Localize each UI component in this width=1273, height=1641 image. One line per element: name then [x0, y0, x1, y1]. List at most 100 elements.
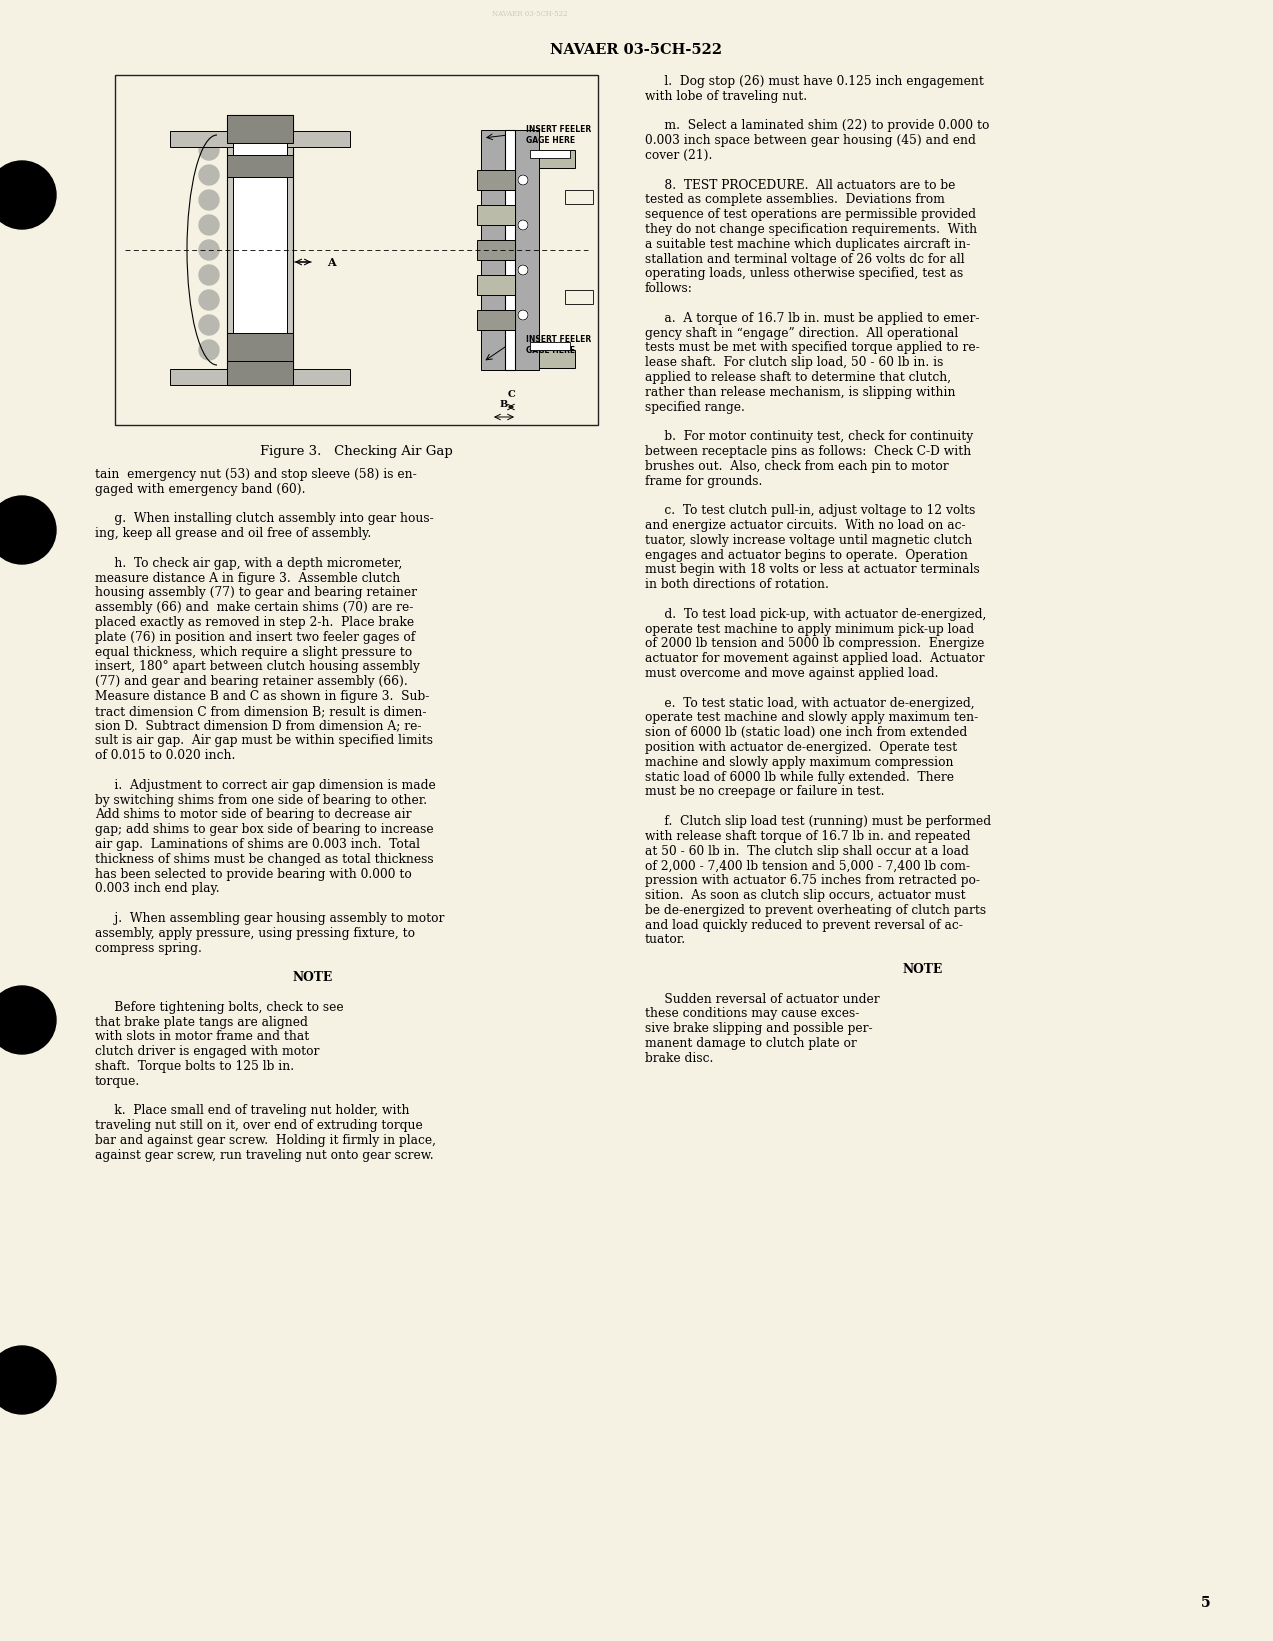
Text: tuator, slowly increase voltage until magnetic clutch: tuator, slowly increase voltage until ma… [645, 533, 973, 546]
Text: e.  To test static load, with actuator de-energized,: e. To test static load, with actuator de… [645, 696, 975, 709]
Text: Figure 3.   Checking Air Gap: Figure 3. Checking Air Gap [260, 445, 453, 458]
Text: assembly, apply pressure, using pressing fixture, to: assembly, apply pressure, using pressing… [95, 927, 415, 940]
Text: these conditions may cause exces-: these conditions may cause exces- [645, 1008, 859, 1021]
Text: sion D.  Subtract dimension D from dimension A; re-: sion D. Subtract dimension D from dimens… [95, 720, 421, 732]
Text: of 0.015 to 0.020 inch.: of 0.015 to 0.020 inch. [95, 750, 236, 761]
Text: engages and actuator begins to operate.  Operation: engages and actuator begins to operate. … [645, 548, 967, 561]
Text: 0.003 inch end play.: 0.003 inch end play. [95, 883, 220, 896]
Circle shape [518, 264, 528, 276]
Text: h.  To check air gap, with a depth micrometer,: h. To check air gap, with a depth microm… [95, 556, 402, 569]
Text: torque.: torque. [95, 1075, 140, 1088]
Text: measure distance A in figure 3.  Assemble clutch: measure distance A in figure 3. Assemble… [95, 571, 400, 584]
Circle shape [199, 264, 219, 286]
Bar [171, 131, 350, 148]
Text: tested as complete assemblies.  Deviations from: tested as complete assemblies. Deviation… [645, 194, 945, 207]
Bar [516, 149, 575, 167]
Bar [227, 333, 293, 361]
Text: tract dimension C from dimension B; result is dimen-: tract dimension C from dimension B; resu… [95, 704, 426, 717]
Text: NAVAER 03-5CH-522: NAVAER 03-5CH-522 [493, 10, 568, 18]
Bar [565, 290, 593, 304]
Text: Sudden reversal of actuator under: Sudden reversal of actuator under [645, 993, 880, 1006]
Text: between receptacle pins as follows:  Check C-D with: between receptacle pins as follows: Chec… [645, 445, 971, 458]
Text: tests must be met with specified torque applied to re-: tests must be met with specified torque … [645, 341, 980, 354]
Text: operate test machine and slowly apply maximum ten-: operate test machine and slowly apply ma… [645, 712, 978, 724]
Bar [477, 276, 516, 295]
Text: cover (21).: cover (21). [645, 149, 713, 162]
Text: tain  emergency nut (53) and stop sleeve (58) is en-: tain emergency nut (53) and stop sleeve … [95, 468, 416, 481]
Text: static load of 6000 lb while fully extended.  There: static load of 6000 lb while fully exten… [645, 771, 953, 784]
Text: shaft.  Torque bolts to 125 lb in.: shaft. Torque bolts to 125 lb in. [95, 1060, 294, 1073]
Text: A: A [327, 258, 336, 269]
Text: b.  For motor continuity test, check for continuity: b. For motor continuity test, check for … [645, 430, 973, 443]
Circle shape [518, 176, 528, 185]
Text: brushes out.  Also, check from each pin to motor: brushes out. Also, check from each pin t… [645, 459, 948, 473]
Text: (77) and gear and bearing retainer assembly (66).: (77) and gear and bearing retainer assem… [95, 674, 407, 688]
Text: air gap.  Laminations of shims are 0.003 inch.  Total: air gap. Laminations of shims are 0.003 … [95, 839, 420, 852]
Text: ing, keep all grease and oil free of assembly.: ing, keep all grease and oil free of ass… [95, 527, 372, 540]
Circle shape [199, 340, 219, 359]
Bar [227, 115, 293, 143]
Text: Measure distance B and C as shown in figure 3.  Sub-: Measure distance B and C as shown in fig… [95, 689, 429, 702]
Text: k.  Place small end of traveling nut holder, with: k. Place small end of traveling nut hold… [95, 1104, 410, 1118]
Text: by switching shims from one side of bearing to other.: by switching shims from one side of bear… [95, 794, 428, 807]
Text: f.  Clutch slip load test (running) must be performed: f. Clutch slip load test (running) must … [645, 816, 992, 829]
Text: sult is air gap.  Air gap must be within specified limits: sult is air gap. Air gap must be within … [95, 735, 433, 747]
Text: 5: 5 [1200, 1597, 1211, 1610]
Text: NOTE: NOTE [293, 971, 332, 985]
Text: applied to release shaft to determine that clutch,: applied to release shaft to determine th… [645, 371, 951, 384]
Circle shape [199, 166, 219, 185]
Text: frame for grounds.: frame for grounds. [645, 474, 763, 487]
Circle shape [199, 190, 219, 210]
Circle shape [199, 139, 219, 161]
Bar [516, 350, 575, 368]
Text: rather than release mechanism, is slipping within: rather than release mechanism, is slippi… [645, 386, 956, 399]
Text: gency shaft in “engage” direction.  All operational: gency shaft in “engage” direction. All o… [645, 327, 959, 340]
Text: tuator.: tuator. [645, 934, 686, 947]
Text: i.  Adjustment to correct air gap dimension is made: i. Adjustment to correct air gap dimensi… [95, 779, 435, 793]
Text: traveling nut still on it, over end of extruding torque: traveling nut still on it, over end of e… [95, 1119, 423, 1132]
Bar [477, 240, 516, 259]
Text: sequence of test operations are permissible provided: sequence of test operations are permissi… [645, 208, 976, 222]
Text: B: B [500, 400, 508, 409]
Circle shape [199, 315, 219, 335]
Text: against gear screw, run traveling nut onto gear screw.: against gear screw, run traveling nut on… [95, 1149, 434, 1162]
Text: Add shims to motor side of bearing to decrease air: Add shims to motor side of bearing to de… [95, 809, 411, 822]
Bar [477, 310, 516, 330]
Text: follows:: follows: [645, 282, 693, 295]
Text: 8.  TEST PROCEDURE.  All actuators are to be: 8. TEST PROCEDURE. All actuators are to … [645, 179, 955, 192]
Text: NAVAER 03-5CH-522: NAVAER 03-5CH-522 [550, 43, 722, 57]
Text: manent damage to clutch plate or: manent damage to clutch plate or [645, 1037, 857, 1050]
Text: equal thickness, which require a slight pressure to: equal thickness, which require a slight … [95, 645, 412, 658]
Text: thickness of shims must be changed as total thickness: thickness of shims must be changed as to… [95, 853, 434, 866]
Text: that brake plate tangs are aligned: that brake plate tangs are aligned [95, 1016, 308, 1029]
Text: gap; add shims to gear box side of bearing to increase: gap; add shims to gear box side of beari… [95, 824, 434, 837]
Text: j.  When assembling gear housing assembly to motor: j. When assembling gear housing assembly… [95, 912, 444, 926]
Text: a suitable test machine which duplicates aircraft in-: a suitable test machine which duplicates… [645, 238, 970, 251]
Bar [477, 205, 516, 225]
Text: stallation and terminal voltage of 26 volts dc for all: stallation and terminal voltage of 26 vo… [645, 253, 965, 266]
Text: be de-energized to prevent overheating of clutch parts: be de-energized to prevent overheating o… [645, 904, 987, 917]
Text: sive brake slipping and possible per-: sive brake slipping and possible per- [645, 1022, 872, 1035]
Text: must overcome and move against applied load.: must overcome and move against applied l… [645, 666, 938, 679]
Circle shape [199, 240, 219, 259]
Text: must begin with 18 volts or less at actuator terminals: must begin with 18 volts or less at actu… [645, 563, 980, 576]
Text: INSERT FEELER
GAGE HERE: INSERT FEELER GAGE HERE [526, 335, 591, 354]
Circle shape [518, 220, 528, 230]
Text: and energize actuator circuits.  With no load on ac-: and energize actuator circuits. With no … [645, 519, 966, 532]
Bar [171, 369, 350, 386]
Text: gaged with emergency band (60).: gaged with emergency band (60). [95, 482, 306, 496]
Text: machine and slowly apply maximum compression: machine and slowly apply maximum compres… [645, 757, 953, 768]
Text: INSERT FEELER
GAGE HERE: INSERT FEELER GAGE HERE [526, 125, 591, 144]
Text: with slots in motor frame and that: with slots in motor frame and that [95, 1031, 309, 1044]
Text: g.  When installing clutch assembly into gear hous-: g. When installing clutch assembly into … [95, 512, 434, 525]
Text: actuator for movement against applied load.  Actuator: actuator for movement against applied lo… [645, 651, 984, 665]
Text: sion of 6000 lb (static load) one inch from extended: sion of 6000 lb (static load) one inch f… [645, 727, 967, 738]
Text: Before tightening bolts, check to see: Before tightening bolts, check to see [95, 1001, 344, 1014]
Text: assembly (66) and  make certain shims (70) are re-: assembly (66) and make certain shims (70… [95, 601, 414, 614]
Text: lease shaft.  For clutch slip load, 50 - 60 lb in. is: lease shaft. For clutch slip load, 50 - … [645, 356, 943, 369]
Text: sition.  As soon as clutch slip occurs, actuator must: sition. As soon as clutch slip occurs, a… [645, 889, 966, 903]
Bar [530, 149, 570, 158]
Bar [227, 154, 293, 177]
Text: with lobe of traveling nut.: with lobe of traveling nut. [645, 90, 807, 103]
Circle shape [518, 310, 528, 320]
